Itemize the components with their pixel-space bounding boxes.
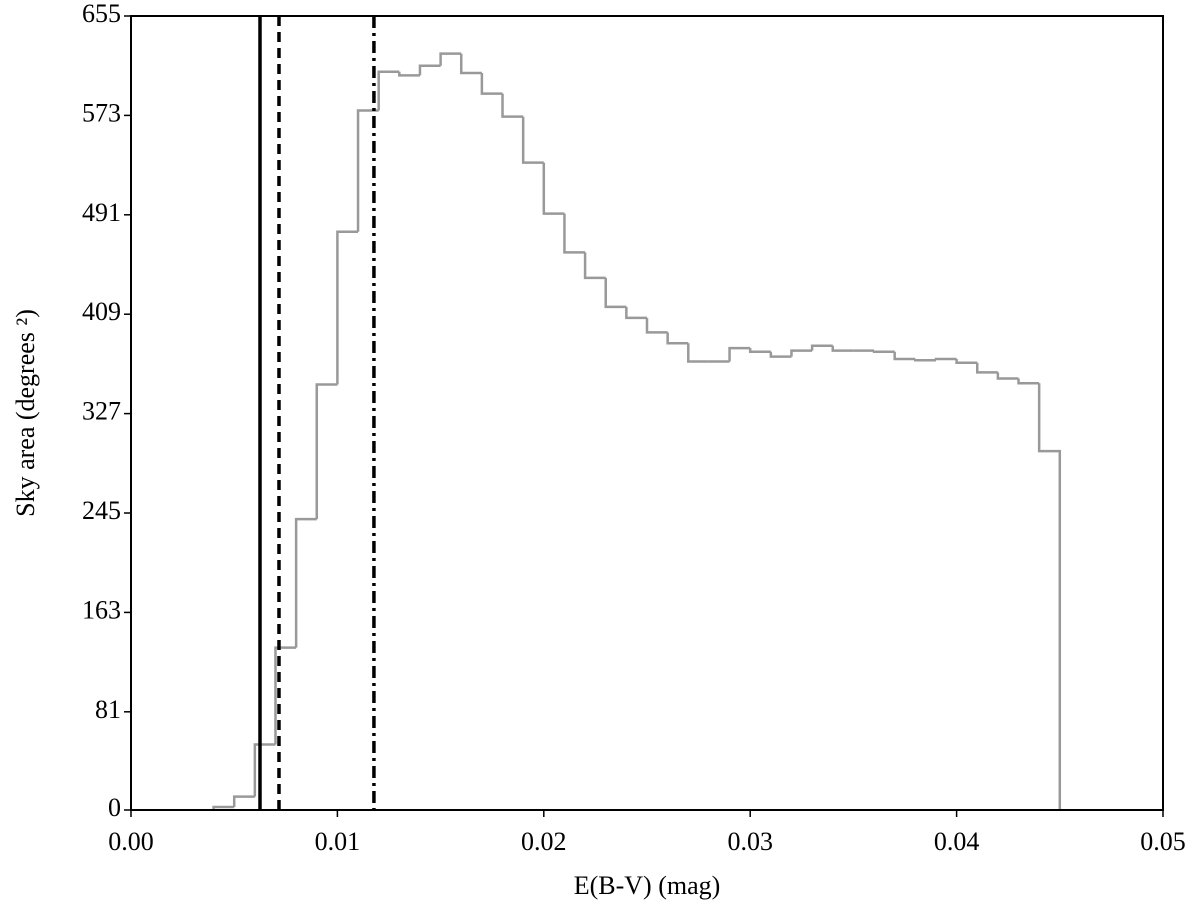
histogram-step — [748, 348, 771, 354]
histogram-step — [315, 383, 338, 520]
histogram-step — [398, 71, 420, 77]
histogram-step — [377, 70, 400, 111]
y-tick-label: 0 — [108, 793, 121, 822]
histogram-step — [480, 72, 503, 95]
histogram-step — [893, 351, 916, 361]
x-tick-label: 0.03 — [727, 827, 773, 856]
histogram-step — [645, 317, 668, 334]
x-tick-label: 0.01 — [315, 827, 361, 856]
histogram-step — [955, 359, 978, 364]
y-tick-label: 163 — [82, 595, 121, 624]
histogram-step — [604, 277, 627, 309]
histogram-step — [666, 332, 689, 345]
y-axis-label: Sky area (degrees ²) — [11, 309, 40, 517]
histogram-step — [1037, 383, 1062, 810]
x-axis-label: E(B-V) (mag) — [574, 871, 721, 900]
histogram-step — [274, 646, 297, 745]
histogram-step — [439, 52, 462, 66]
histogram-step — [583, 252, 606, 280]
y-tick-label: 245 — [82, 496, 121, 525]
histogram-step — [459, 53, 482, 75]
histogram-step — [542, 162, 565, 215]
y-tick-label: 573 — [82, 98, 121, 127]
x-tick-label: 0.05 — [1140, 827, 1186, 856]
histogram-step — [728, 346, 751, 362]
y-tick-label: 409 — [82, 297, 121, 326]
histogram-step — [356, 109, 379, 232]
histogram-step — [769, 351, 792, 358]
histogram-step — [212, 805, 235, 810]
histogram-step — [294, 517, 317, 648]
x-tick-label: 0.00 — [108, 827, 154, 856]
histogram-step — [831, 345, 854, 352]
histogram-step — [625, 306, 647, 320]
histogram-step — [418, 64, 441, 76]
y-tick-label: 655 — [82, 0, 121, 28]
histogram-step — [563, 213, 586, 254]
histogram-step — [253, 743, 276, 797]
histogram-step — [521, 116, 544, 164]
histogram-step — [810, 344, 833, 351]
histogram-step — [996, 372, 1019, 380]
histogram-step — [687, 343, 709, 363]
y-tick-label: 491 — [82, 198, 121, 227]
plot-frame — [130, 15, 1164, 811]
x-tick-label: 0.04 — [934, 827, 980, 856]
histogram-step — [872, 350, 895, 354]
x-tick-label: 0.02 — [521, 827, 567, 856]
histogram-step — [934, 357, 957, 361]
histogram-step — [232, 795, 255, 807]
histogram-step — [1017, 378, 1040, 385]
histogram-step — [914, 359, 936, 362]
histogram-step — [501, 93, 524, 118]
y-tick-label: 327 — [82, 397, 121, 426]
histogram-step — [975, 362, 998, 374]
y-tick-label: 81 — [95, 695, 121, 724]
histogram-step — [790, 349, 813, 357]
histogram-step — [336, 230, 359, 385]
